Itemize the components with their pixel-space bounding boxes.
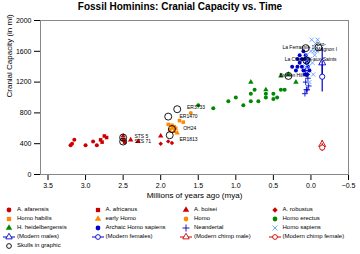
html-text:Homo erectus: Homo erectus xyxy=(282,215,320,221)
svg-text:Cranial Capacity (in ml): Cranial Capacity (in ml) xyxy=(5,14,14,97)
svg-text:800: 800 xyxy=(20,109,32,116)
svg-text:2.0: 2.0 xyxy=(156,182,166,189)
svg-text:La Chapelle-aux-Saints: La Chapelle-aux-Saints xyxy=(285,56,337,62)
svg-text:ER3733: ER3733 xyxy=(187,104,205,110)
html-text:(Modern chimp female): (Modern chimp female) xyxy=(282,233,345,239)
html-text:Homo: Homo xyxy=(194,215,210,221)
html-text:Neandertal: Neandertal xyxy=(194,224,224,230)
html-text:(Modern males): (Modern males) xyxy=(17,233,59,239)
svg-text:3.5: 3.5 xyxy=(43,182,53,189)
svg-text:ER1813: ER1813 xyxy=(179,136,197,142)
svg-text:STS 71: STS 71 xyxy=(134,138,151,144)
html-text:A. robustus: A. robustus xyxy=(282,206,313,212)
svg-text:Cro-Magnon I: Cro-Magnon I xyxy=(316,41,337,52)
svg-text:2000: 2000 xyxy=(16,17,32,24)
svg-text:ER1470: ER1470 xyxy=(179,113,197,119)
svg-text:La Ferrassie 1: La Ferrassie 1 xyxy=(282,44,314,50)
svg-text:1.0: 1.0 xyxy=(231,182,241,189)
svg-text:3.0: 3.0 xyxy=(81,182,91,189)
svg-text:Broken Hill 1: Broken Hill 1 xyxy=(279,72,308,78)
svg-text:1600: 1600 xyxy=(16,48,32,55)
svg-text:1.5: 1.5 xyxy=(193,182,203,189)
html-text:Skulls in graphic: Skulls in graphic xyxy=(17,242,61,248)
html-text:(Modern chimp male): (Modern chimp male) xyxy=(194,233,251,239)
svg-text:OH24: OH24 xyxy=(183,125,196,131)
svg-text:Millions of years ago (mya): Millions of years ago (mya) xyxy=(147,191,243,200)
html-text:Fossil Hominins: Cranial Capac: Fossil Hominins: Cranial Capacity vs. Ti… xyxy=(77,1,283,12)
html-text:early Homo: early Homo xyxy=(105,215,137,221)
svg-text:0.0: 0.0 xyxy=(306,182,316,189)
html-text:Homo sapiens: Homo sapiens xyxy=(282,224,321,230)
html-text:Homo habilis: Homo habilis xyxy=(17,215,52,221)
html-text:(Modern females): (Modern females) xyxy=(105,233,153,239)
svg-text:0.5: 0.5 xyxy=(269,182,279,189)
svg-text:1200: 1200 xyxy=(16,78,32,85)
html-text:Archaic Homo sapiens: Archaic Homo sapiens xyxy=(105,224,166,230)
svg-text:0: 0 xyxy=(28,171,32,178)
svg-text:STS 5: STS 5 xyxy=(134,133,149,139)
html-text:A. boisei: A. boisei xyxy=(194,206,217,212)
svg-text:−0.5: −0.5 xyxy=(342,182,356,189)
svg-text:400: 400 xyxy=(20,140,32,147)
svg-text:2.5: 2.5 xyxy=(118,182,128,189)
html-text:H. heidelbergensis: H. heidelbergensis xyxy=(17,224,67,230)
html-text:A. afarensis: A. afarensis xyxy=(17,206,49,212)
html-text:A. africanus: A. africanus xyxy=(105,206,138,212)
